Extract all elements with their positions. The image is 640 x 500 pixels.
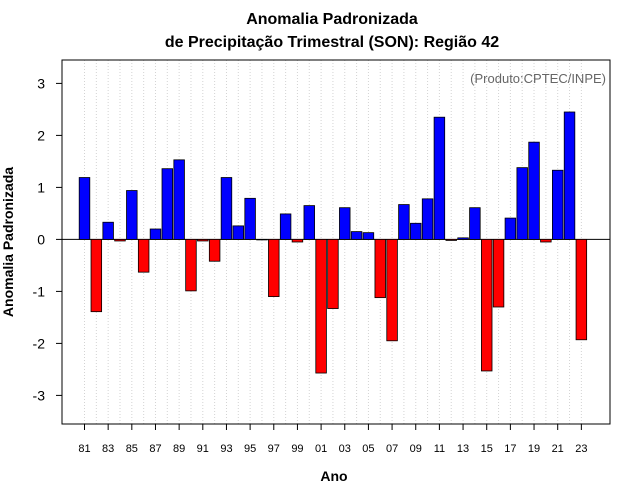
x-axis-label: Ano [320, 468, 347, 484]
x-tick-label: 23 [575, 443, 587, 455]
y-tick-label: -2 [33, 335, 46, 351]
x-tick-label: 91 [197, 443, 209, 455]
bar-89 [173, 159, 185, 240]
bar-02 [327, 238, 339, 309]
x-tick-label: 01 [315, 443, 327, 455]
bar-90 [185, 238, 197, 292]
y-axis: -3 -2 -1 0 1 2 3 [33, 75, 62, 403]
bar-99 [291, 238, 304, 243]
bar-18 [516, 167, 528, 240]
bar-95 [244, 197, 256, 240]
y-tick-label: 1 [37, 179, 45, 195]
bar-84 [114, 238, 126, 242]
bar-12 [445, 238, 457, 241]
x-tick-label: 11 [434, 443, 445, 455]
bar-04 [350, 231, 363, 240]
x-tick-label: 17 [504, 443, 516, 455]
x-tick-label: 07 [386, 443, 398, 455]
bar-19 [528, 141, 540, 240]
bar-91 [197, 238, 209, 242]
bar-82 [90, 238, 103, 313]
x-tick-label: 21 [552, 443, 564, 455]
bar-85 [126, 190, 138, 240]
bar-96 [256, 238, 268, 241]
bar-13 [457, 237, 469, 240]
bar-16 [492, 238, 505, 308]
bar-15 [481, 238, 493, 372]
bar-03 [339, 207, 351, 240]
y-tick-label: -3 [33, 387, 46, 403]
x-tick-label: 81 [78, 443, 90, 455]
y-tick-label: -1 [33, 283, 46, 299]
bar-22 [563, 111, 576, 240]
x-tick-label: 83 [102, 443, 114, 455]
y-tick-label: 3 [37, 75, 45, 91]
x-tick-label: 19 [528, 443, 540, 455]
source-annotation: (Produto:CPTEC/INPE) [470, 71, 606, 86]
bar-01 [315, 238, 327, 374]
x-tick-label: 99 [291, 443, 303, 455]
plot-frame [61, 59, 611, 425]
chart-title-line2: de Precipitação Trimestral (SON): Região… [165, 34, 499, 51]
x-tick-label: 13 [457, 443, 469, 455]
bar-92 [208, 238, 221, 262]
x-tick-label: 09 [410, 443, 422, 455]
bars [78, 111, 588, 374]
y-axis-label: Anomalia Padronizada [0, 167, 16, 317]
bar-81 [78, 177, 91, 240]
bar-06 [374, 238, 386, 299]
bar-10 [421, 198, 434, 240]
x-tick-label: 03 [339, 443, 351, 455]
bar-08 [398, 204, 410, 240]
x-tick-label: 97 [268, 443, 280, 455]
x-tick-label: 89 [173, 443, 185, 455]
bar-86 [137, 238, 150, 273]
x-tick-label: 93 [220, 443, 232, 455]
y-tick-label: 2 [37, 127, 45, 143]
bar-09 [410, 222, 422, 240]
bar-87 [149, 228, 162, 240]
bar-94 [232, 225, 244, 240]
bar-20 [540, 238, 552, 243]
chart-title-line1: Anomalia Padronizada [246, 11, 418, 28]
bar-88 [161, 168, 174, 240]
bar-17 [504, 217, 517, 240]
bar-14 [469, 207, 481, 240]
y-tick-label: 0 [37, 231, 45, 247]
bar-83 [102, 221, 114, 240]
x-tick-label: 87 [149, 443, 161, 455]
bar-07 [386, 238, 398, 342]
bar-05 [362, 232, 375, 240]
bar-23 [575, 238, 588, 341]
grid [84, 60, 582, 424]
bar-93 [220, 177, 233, 240]
bar-11 [433, 116, 446, 240]
x-axis: 81 83 85 87 89 91 93 95 97 99 01 03 05 07 09 11 13 15 17 19… [78, 424, 587, 455]
bar-21 [552, 169, 564, 240]
x-tick-label: 95 [244, 443, 256, 455]
bar-00 [303, 205, 315, 240]
bar-97 [268, 238, 280, 297]
x-tick-label: 85 [126, 443, 138, 455]
bar-98 [279, 213, 292, 240]
x-tick-label: 05 [362, 443, 374, 455]
x-tick-label: 15 [481, 443, 493, 455]
